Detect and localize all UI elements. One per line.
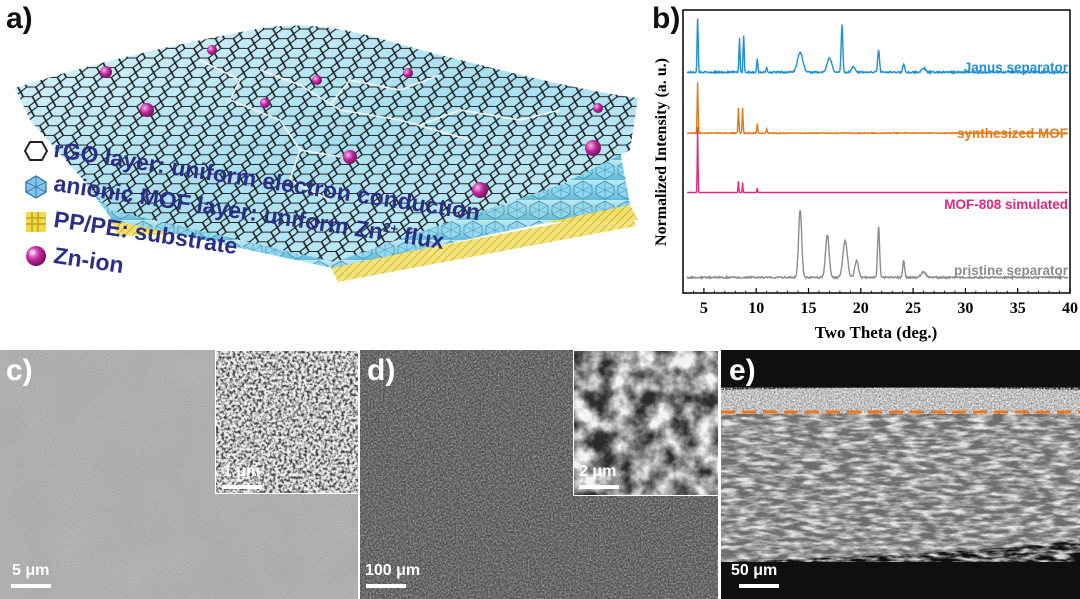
main-scale-bar xyxy=(366,584,406,588)
sem-image-rgo-top: 2 μm 100 μm xyxy=(360,350,718,599)
xrd-chart-panel: Janus separator synthesized MOF MOF-808 si… xyxy=(650,0,1080,350)
x-tick-label: 25 xyxy=(905,300,921,317)
main-scale-bar xyxy=(739,584,779,588)
main-scale-label: 50 μm xyxy=(731,562,778,579)
panel-label-c: c) xyxy=(6,354,33,387)
scheme-panel: a) rGO layer: uniform electron conductio… xyxy=(0,0,650,348)
inset-scale-label: 1 μm xyxy=(223,463,261,480)
series-line-3 xyxy=(686,209,1069,281)
x-tick-label: 15 xyxy=(801,300,817,317)
polyhedron-icon xyxy=(25,175,47,199)
series-label-3: pristine separator xyxy=(954,263,1069,278)
janus-separator-scheme xyxy=(15,25,638,282)
sem-inset-high-mag: 2 μm xyxy=(573,350,718,496)
inset-scale-label: 2 μm xyxy=(579,463,617,480)
panel-label-e: e) xyxy=(729,354,756,387)
x-tick-label: 10 xyxy=(748,300,764,317)
zn-ions xyxy=(100,45,603,198)
main-scale-label: 5 μm xyxy=(12,562,50,579)
legend-mof-suffix: flux xyxy=(395,221,447,255)
sphere-icon xyxy=(26,246,46,266)
x-tick-label: 30 xyxy=(957,300,973,317)
inset-scale-bar xyxy=(579,485,619,489)
legend-zn-text: Zn-ion xyxy=(52,242,126,279)
series-label-1: synthesized MOF xyxy=(957,126,1068,141)
sem-image-cross-section: 50 μm xyxy=(721,350,1080,599)
main-scale-bar xyxy=(11,584,51,588)
series-line-1 xyxy=(686,82,1069,135)
panel-label-a: a) xyxy=(6,2,33,35)
x-tick-label: 35 xyxy=(1010,300,1026,317)
main-scale-label: 100 μm xyxy=(365,562,421,579)
y-axis-label: Normalized Intensity (a. u.) xyxy=(653,58,670,246)
x-tick-label: 5 xyxy=(700,300,708,317)
sem-inset-high-mag: 1 μm xyxy=(215,350,358,494)
x-tick-label: 20 xyxy=(853,300,869,317)
inset-scale-bar xyxy=(222,485,262,489)
panel-label-d: d) xyxy=(367,354,396,387)
series-line-0 xyxy=(686,18,1069,76)
sem-image-top-view: 1 μm 5 μm xyxy=(0,350,358,599)
plot-frame xyxy=(682,9,1071,294)
x-tick-label: 40 xyxy=(1062,300,1078,317)
xrd-chart: Janus separator synthesized MOF MOF-808 si… xyxy=(653,9,1078,342)
series-label-2: MOF-808 simulated xyxy=(944,197,1068,212)
panel-label-b: b) xyxy=(652,2,681,35)
fiber-mesh-icon xyxy=(26,212,46,232)
hexagon-icon xyxy=(24,141,48,161)
electron-path xyxy=(199,59,561,201)
series-line-2 xyxy=(687,127,1068,194)
series-label-0: Janus separator xyxy=(964,60,1069,75)
scheme-legend: rGO layer: uniform electron conduction a… xyxy=(24,134,484,334)
x-axis-label: Two Theta (deg.) xyxy=(815,323,938,342)
